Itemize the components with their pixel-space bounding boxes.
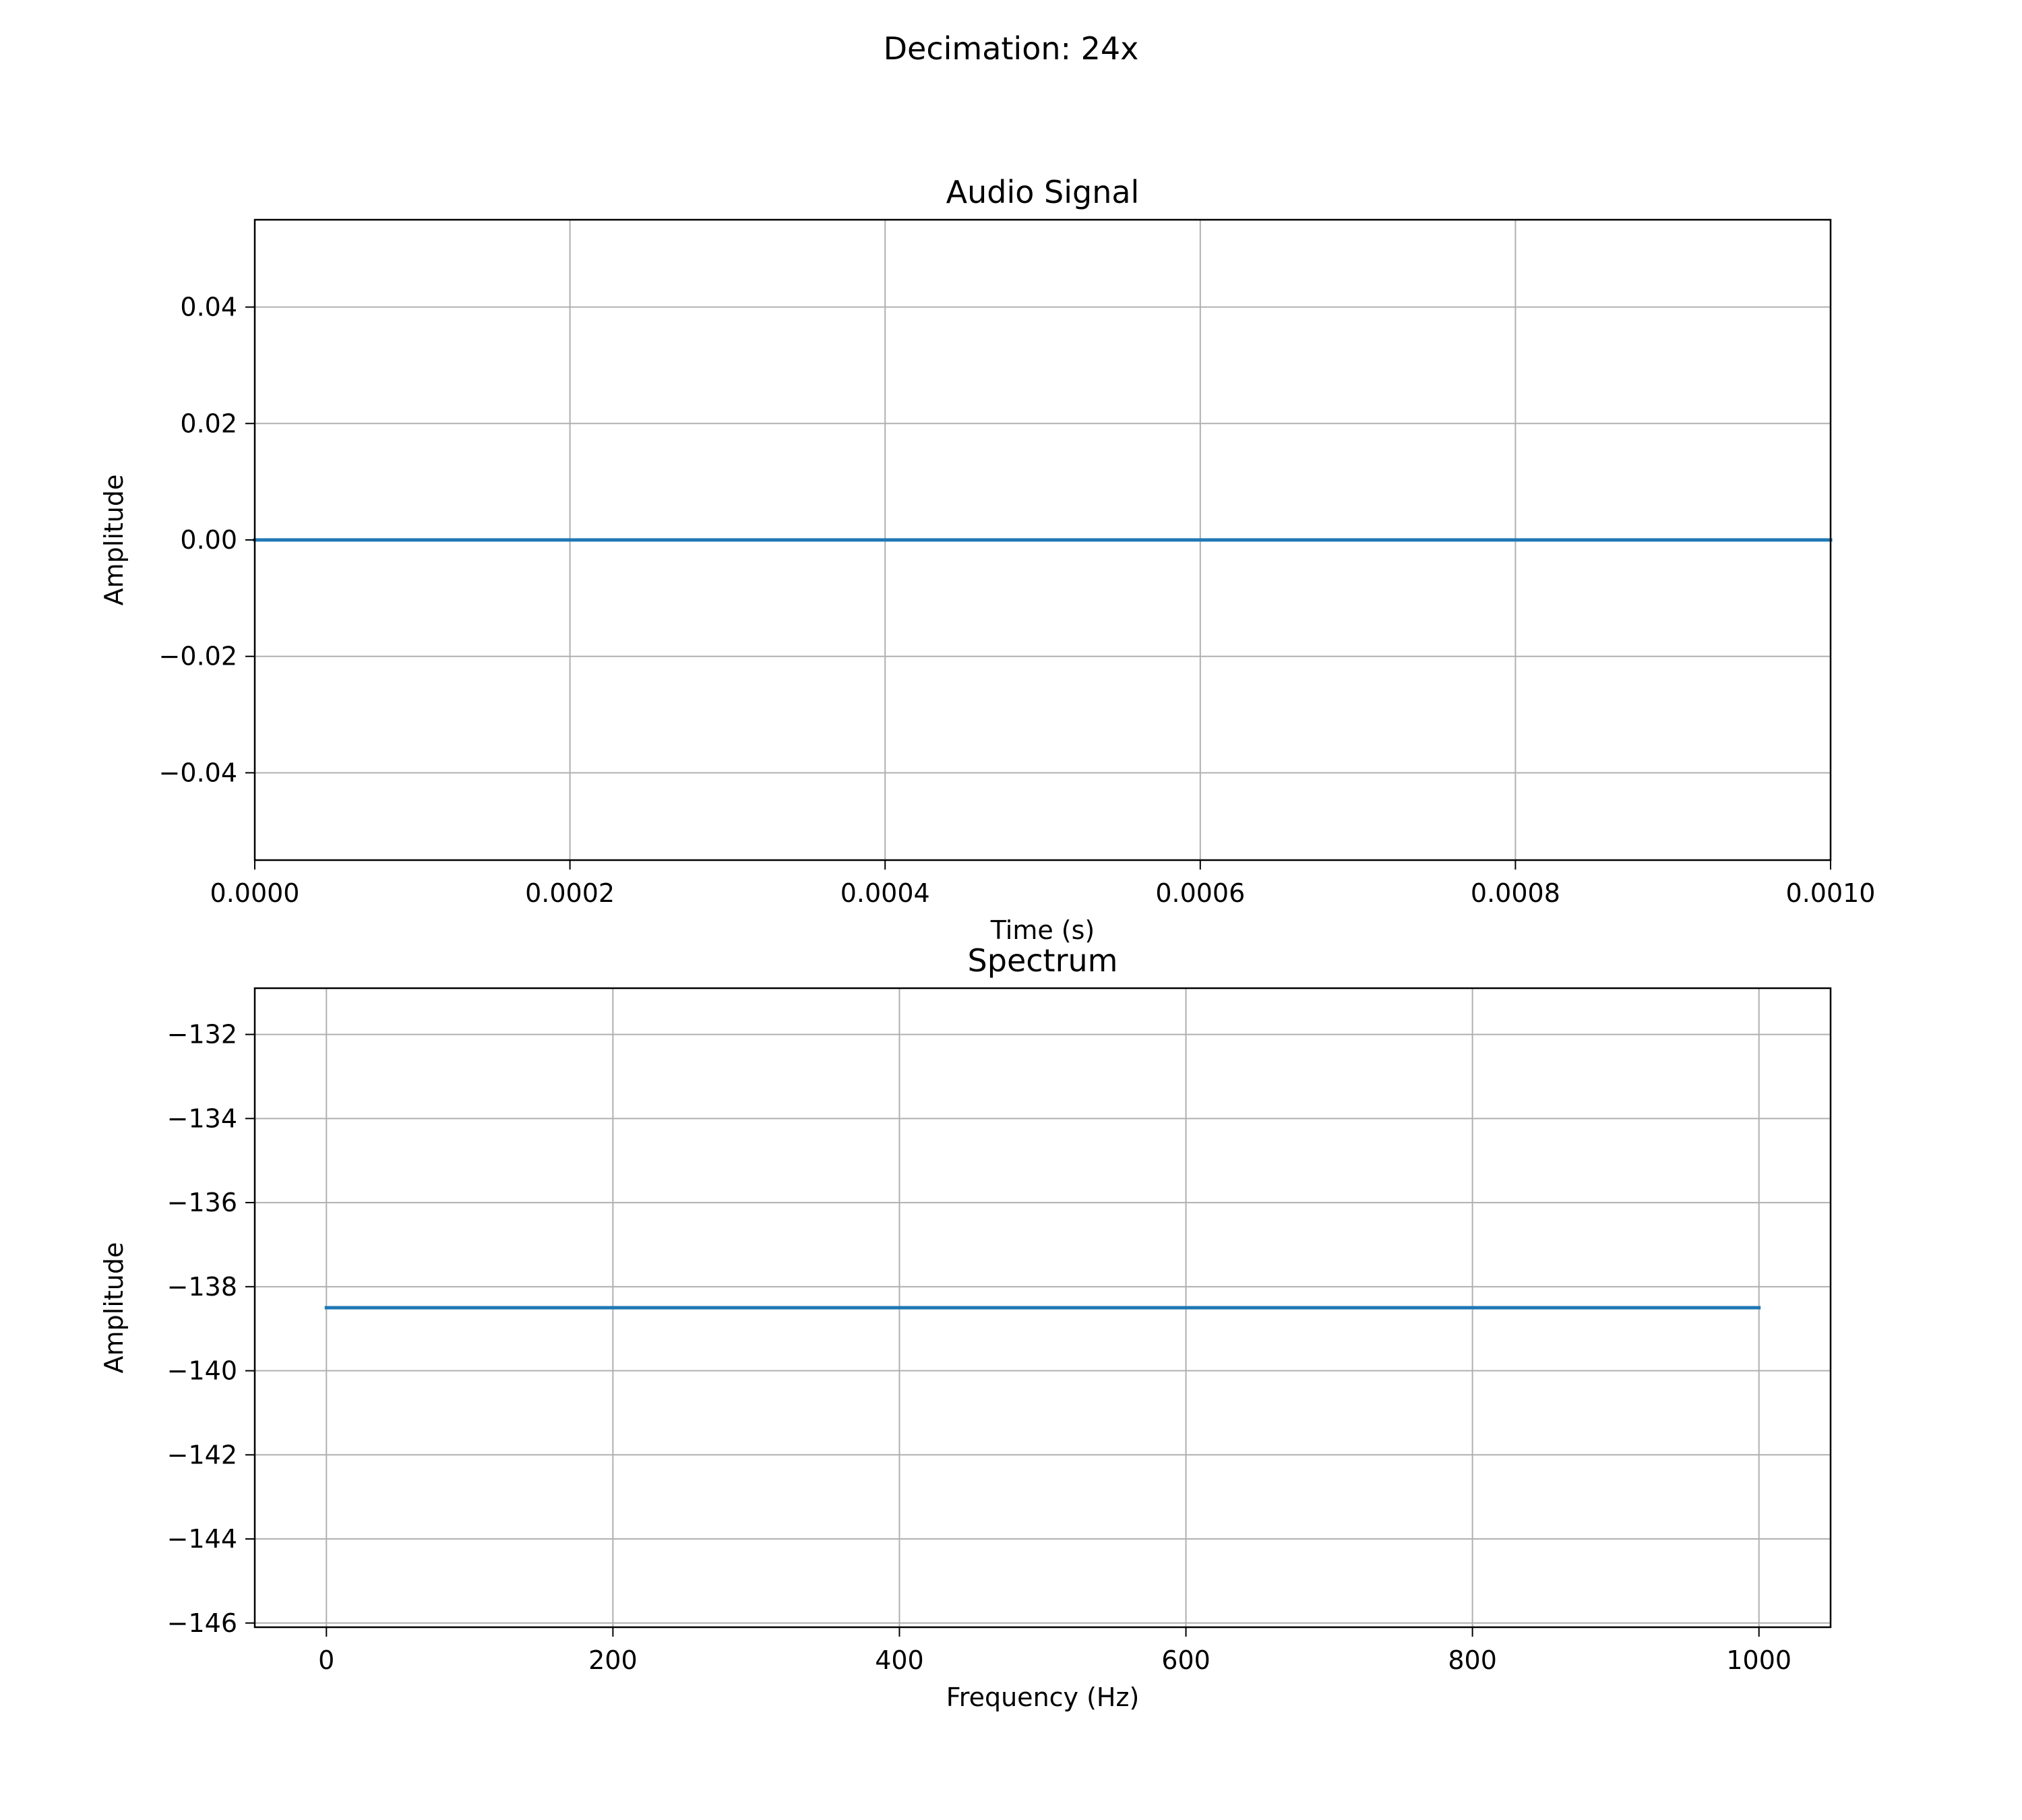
spectrum-y-tick-label: −134 (167, 1103, 237, 1133)
spectrum-x-tick-label: 400 (875, 1645, 924, 1675)
audio-signal-x-tick-label: 0.0004 (840, 878, 930, 908)
audio-signal-y-tick-label: 0.02 (180, 408, 237, 438)
audio-signal-y-axis-label: Amplitude (99, 475, 129, 606)
spectrum-axes-frame (253, 987, 1832, 1629)
figure-suptitle: Decimation: 24x (884, 30, 1139, 67)
audio-signal-y-tick-label: 0.00 (180, 525, 237, 555)
audio-signal-panel: 0.0000 0.0002 0.0004 0.0006 0.0008 0.0010 0.04… (99, 174, 1875, 945)
spectrum-x-tick-label: 200 (588, 1645, 638, 1675)
audio-signal-x-tick-label: 0.0008 (1471, 878, 1560, 908)
spectrum-title: Spectrum (968, 942, 1118, 979)
spectrum-y-tick-label: −144 (167, 1524, 237, 1554)
spectrum-x-tick-label: 600 (1161, 1645, 1211, 1675)
spectrum-y-tick-label: −140 (167, 1356, 237, 1386)
spectrum-panel: 0 200 400 600 800 1000 −132 −134 −136 −138 −140 −14… (99, 942, 1832, 1712)
spectrum-y-tick-label: −146 (167, 1608, 237, 1638)
audio-signal-x-axis-label: Time (s) (990, 915, 1095, 945)
spectrum-y-tick-label: −136 (167, 1188, 237, 1217)
spectrum-x-tick-label: 800 (1448, 1645, 1497, 1675)
audio-signal-x-tick-label: 0.0010 (1786, 878, 1876, 908)
audio-signal-title: Audio Signal (946, 174, 1140, 210)
audio-signal-x-tick-label: 0.0000 (210, 878, 300, 908)
audio-signal-x-tick-label: 0.0006 (1155, 878, 1245, 908)
spectrum-x-tick-label: 0 (318, 1645, 334, 1675)
audio-signal-x-tick-label: 0.0002 (525, 878, 615, 908)
spectrum-y-tick-label: −138 (167, 1272, 237, 1302)
audio-signal-y-tick-label: 0.04 (180, 293, 237, 322)
audio-signal-y-tick-label: −0.04 (159, 758, 237, 787)
spectrum-y-tick-label: −132 (167, 1020, 237, 1050)
audio-signal-y-tick-label: −0.02 (159, 642, 237, 671)
spectrum-y-tick-label: −142 (167, 1440, 237, 1469)
spectrum-x-tick-label: 1000 (1726, 1645, 1791, 1675)
spectrum-y-axis-label: Amplitude (99, 1242, 129, 1374)
spectrum-x-axis-label: Frequency (Hz) (946, 1682, 1140, 1712)
